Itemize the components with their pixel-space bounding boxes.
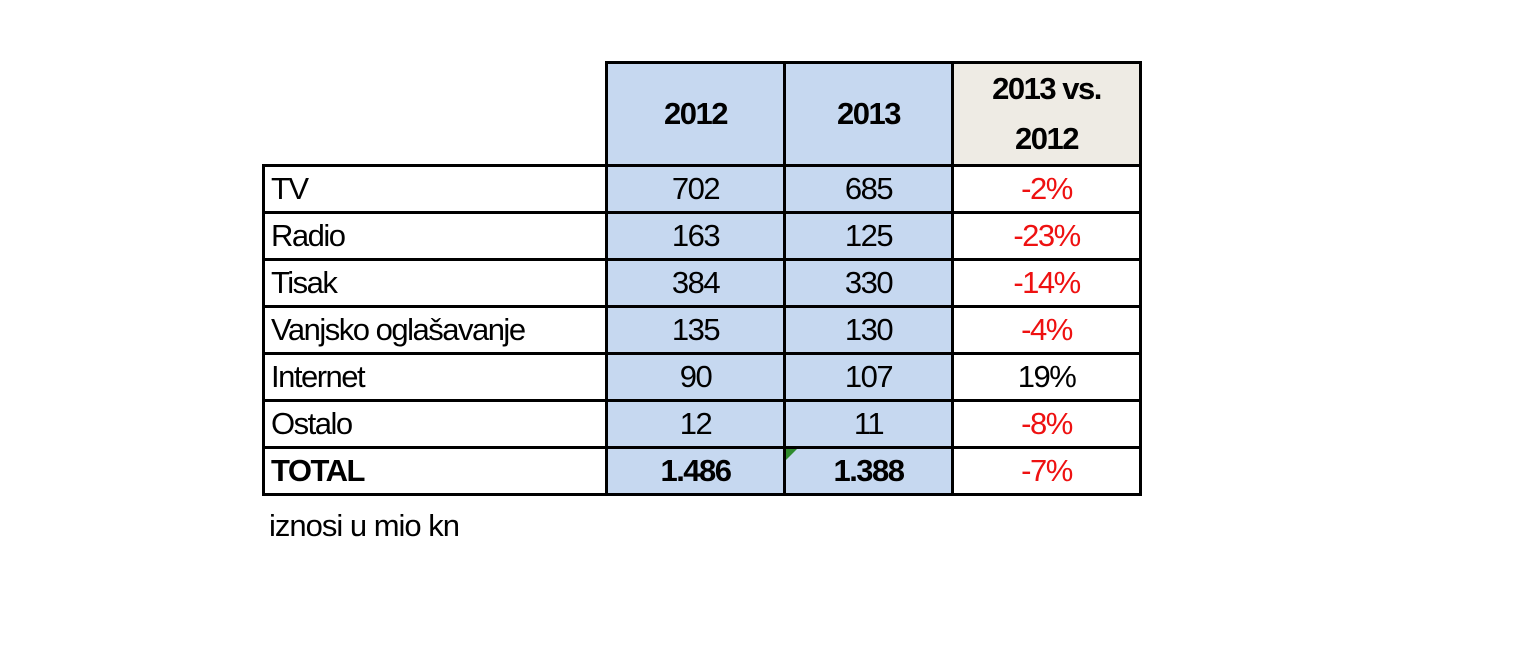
row-label: Radio xyxy=(262,211,608,261)
row-label: Internet xyxy=(262,352,608,402)
change-value: -23% xyxy=(951,211,1142,261)
table-row: Vanjsko oglašavanje 135 130 -4% xyxy=(262,305,1142,355)
change-value: -4% xyxy=(951,305,1142,355)
table-row: Radio 163 125 -23% xyxy=(262,211,1142,261)
media-spend-table: 2012 2013 2013 vs. 2012 TV 702 685 -2% Ra… xyxy=(262,61,1142,496)
total-2013-value: 1.388 xyxy=(833,453,905,488)
value-2012: 135 xyxy=(605,305,786,355)
value-2013: 107 xyxy=(783,352,954,402)
change-value: -14% xyxy=(951,258,1142,308)
value-2012: 702 xyxy=(605,164,786,214)
header-blank-cell xyxy=(264,63,607,166)
header-change-line2: 2012 xyxy=(1015,121,1079,156)
table-row: TV 702 685 -2% xyxy=(262,164,1142,214)
value-2013: 330 xyxy=(783,258,954,308)
total-2012: 1.486 xyxy=(605,446,786,496)
total-2013: 1.388 xyxy=(783,446,954,496)
value-2012: 12 xyxy=(605,399,786,449)
total-row: TOTAL 1.486 1.388 -7% xyxy=(262,446,1142,496)
row-label: Tisak xyxy=(262,258,608,308)
table-row: Internet 90 107 19% xyxy=(262,352,1142,402)
table-row: Tisak 384 330 -14% xyxy=(262,258,1142,308)
value-2013: 125 xyxy=(783,211,954,261)
value-2013: 685 xyxy=(783,164,954,214)
total-change: -7% xyxy=(951,446,1142,496)
header-change: 2013 vs. 2012 xyxy=(951,61,1142,167)
header-change-line1: 2013 vs. xyxy=(992,71,1102,106)
value-2012: 163 xyxy=(605,211,786,261)
change-value: -2% xyxy=(951,164,1142,214)
row-label: Vanjsko oglašavanje xyxy=(262,305,608,355)
change-value: 19% xyxy=(951,352,1142,402)
value-2012: 90 xyxy=(605,352,786,402)
units-note: iznosi u mio kn xyxy=(269,508,460,543)
value-2012: 384 xyxy=(605,258,786,308)
value-2013: 11 xyxy=(783,399,954,449)
row-label: Ostalo xyxy=(262,399,608,449)
cell-comment-marker-icon xyxy=(787,450,797,460)
header-2012: 2012 xyxy=(605,61,786,167)
table-row: Ostalo 12 11 -8% xyxy=(262,399,1142,449)
header-row: 2012 2013 2013 vs. 2012 xyxy=(264,61,1142,167)
total-label: TOTAL xyxy=(262,446,608,496)
row-label: TV xyxy=(262,164,608,214)
header-2013: 2013 xyxy=(783,61,954,167)
change-value: -8% xyxy=(951,399,1142,449)
value-2013: 130 xyxy=(783,305,954,355)
